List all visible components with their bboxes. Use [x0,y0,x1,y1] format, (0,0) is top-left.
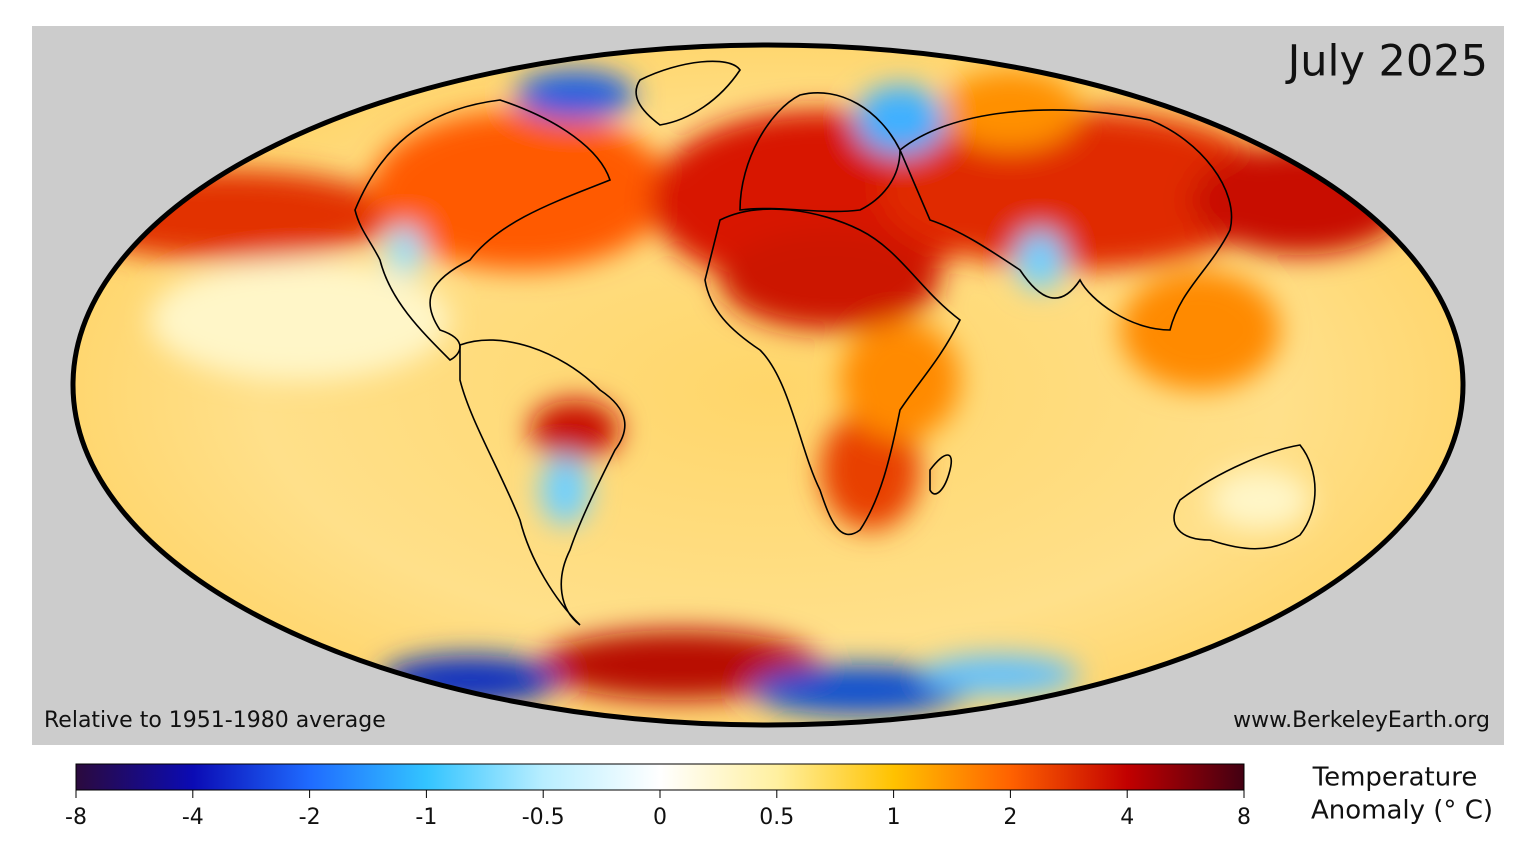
colorbar-ticks: -8 -4 -2 -1 -0.5 0 0.5 1 2 4 8 [65,790,1251,830]
colorbar-tick-label: -0.5 [522,805,565,830]
colorbar-tick-label: 0.5 [759,805,794,830]
colorbar-label: Anomaly (° C) [1311,796,1493,826]
colorbar-tick-label: -8 [65,805,87,830]
colorbar-tick-label: -2 [299,805,321,830]
colorbar-tick-label: 2 [1003,805,1017,830]
colorbar-tick-label: -1 [415,805,437,830]
colorbar-label: Temperature [1312,763,1478,793]
colorbar-tick-label: -4 [182,805,204,830]
colorbar [75,763,1245,791]
map-title: July 2025 [1285,37,1488,87]
globe-outline [70,42,1466,728]
colorbar-tick-label: 4 [1120,805,1134,830]
baseline-note: Relative to 1951-1980 average [44,708,386,733]
anomaly-field [73,45,1463,725]
colorbar-tick-label: 1 [887,805,901,830]
colorbar-tick-label: 8 [1237,805,1251,830]
source-note: www.BerkeleyEarth.org [1233,708,1490,733]
colorbar-tick-label: 0 [653,805,667,830]
